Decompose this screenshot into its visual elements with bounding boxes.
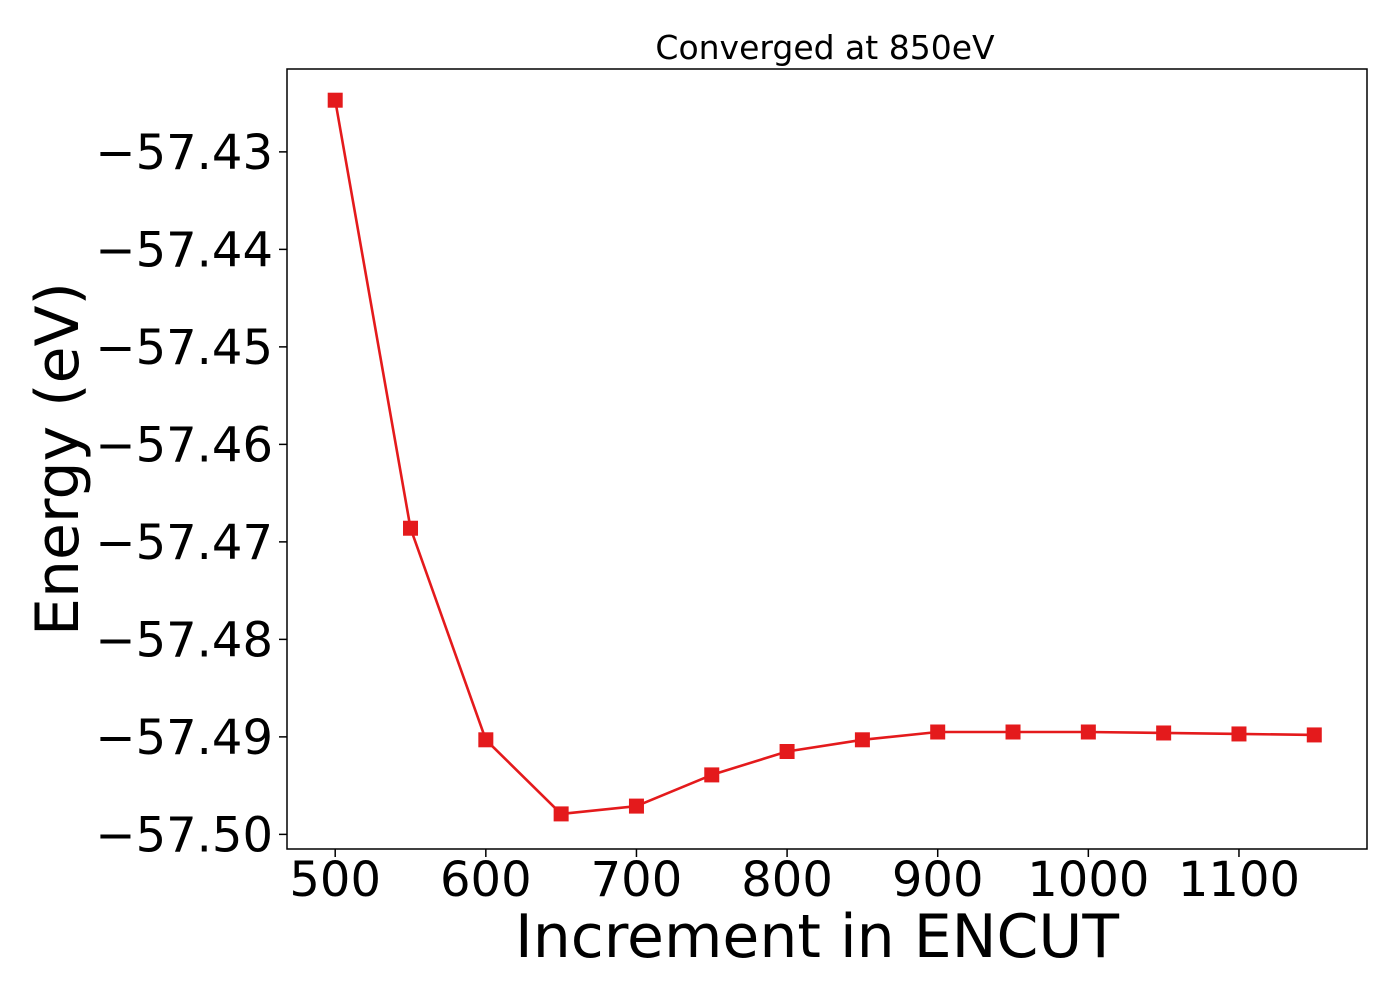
y-tick-label: −57.43 xyxy=(95,125,273,181)
y-axis-title: Energy (eV) xyxy=(23,282,93,636)
data-point-marker xyxy=(553,806,569,822)
data-point-marker xyxy=(1080,724,1096,740)
data-point-marker xyxy=(854,732,870,748)
data-point-marker xyxy=(478,732,494,748)
y-tick-label: −57.50 xyxy=(95,807,273,863)
x-tick-label: 900 xyxy=(892,852,984,908)
y-tick-label: −57.44 xyxy=(95,222,273,278)
series-line xyxy=(333,99,1315,816)
data-point-marker xyxy=(403,520,419,536)
data-point-marker xyxy=(628,798,644,814)
y-tick-label: −57.47 xyxy=(95,515,273,571)
data-point-marker xyxy=(1231,726,1247,742)
x-tick-label: 500 xyxy=(289,852,381,908)
chart-title: Converged at 850eV xyxy=(655,28,995,67)
x-tick-label: 800 xyxy=(741,852,833,908)
x-axis-title: Increment in ENCUT xyxy=(515,902,1119,972)
x-tick-label: 700 xyxy=(591,852,683,908)
y-tick-label: −57.49 xyxy=(95,710,273,766)
axis-ticks: 500 600 700 800 900 1000 1100 −57.43 −57.44 −57.4… xyxy=(95,125,1300,908)
y-tick-label: −57.48 xyxy=(95,612,273,668)
x-tick-label: 1000 xyxy=(1027,852,1149,908)
plot-frame xyxy=(286,68,1368,850)
data-point-marker xyxy=(327,92,343,108)
x-tick-label: 1100 xyxy=(1178,852,1300,908)
y-tick-label: −57.46 xyxy=(95,417,273,473)
series-layer xyxy=(327,92,1322,822)
data-point-marker xyxy=(704,767,720,783)
x-tick-label: 600 xyxy=(440,852,532,908)
data-point-marker xyxy=(930,724,946,740)
data-point-marker xyxy=(1005,724,1021,740)
data-point-marker xyxy=(1156,725,1172,741)
data-point-marker xyxy=(1306,727,1322,743)
y-tick-label: −57.45 xyxy=(95,320,273,376)
data-point-marker xyxy=(779,744,795,759)
